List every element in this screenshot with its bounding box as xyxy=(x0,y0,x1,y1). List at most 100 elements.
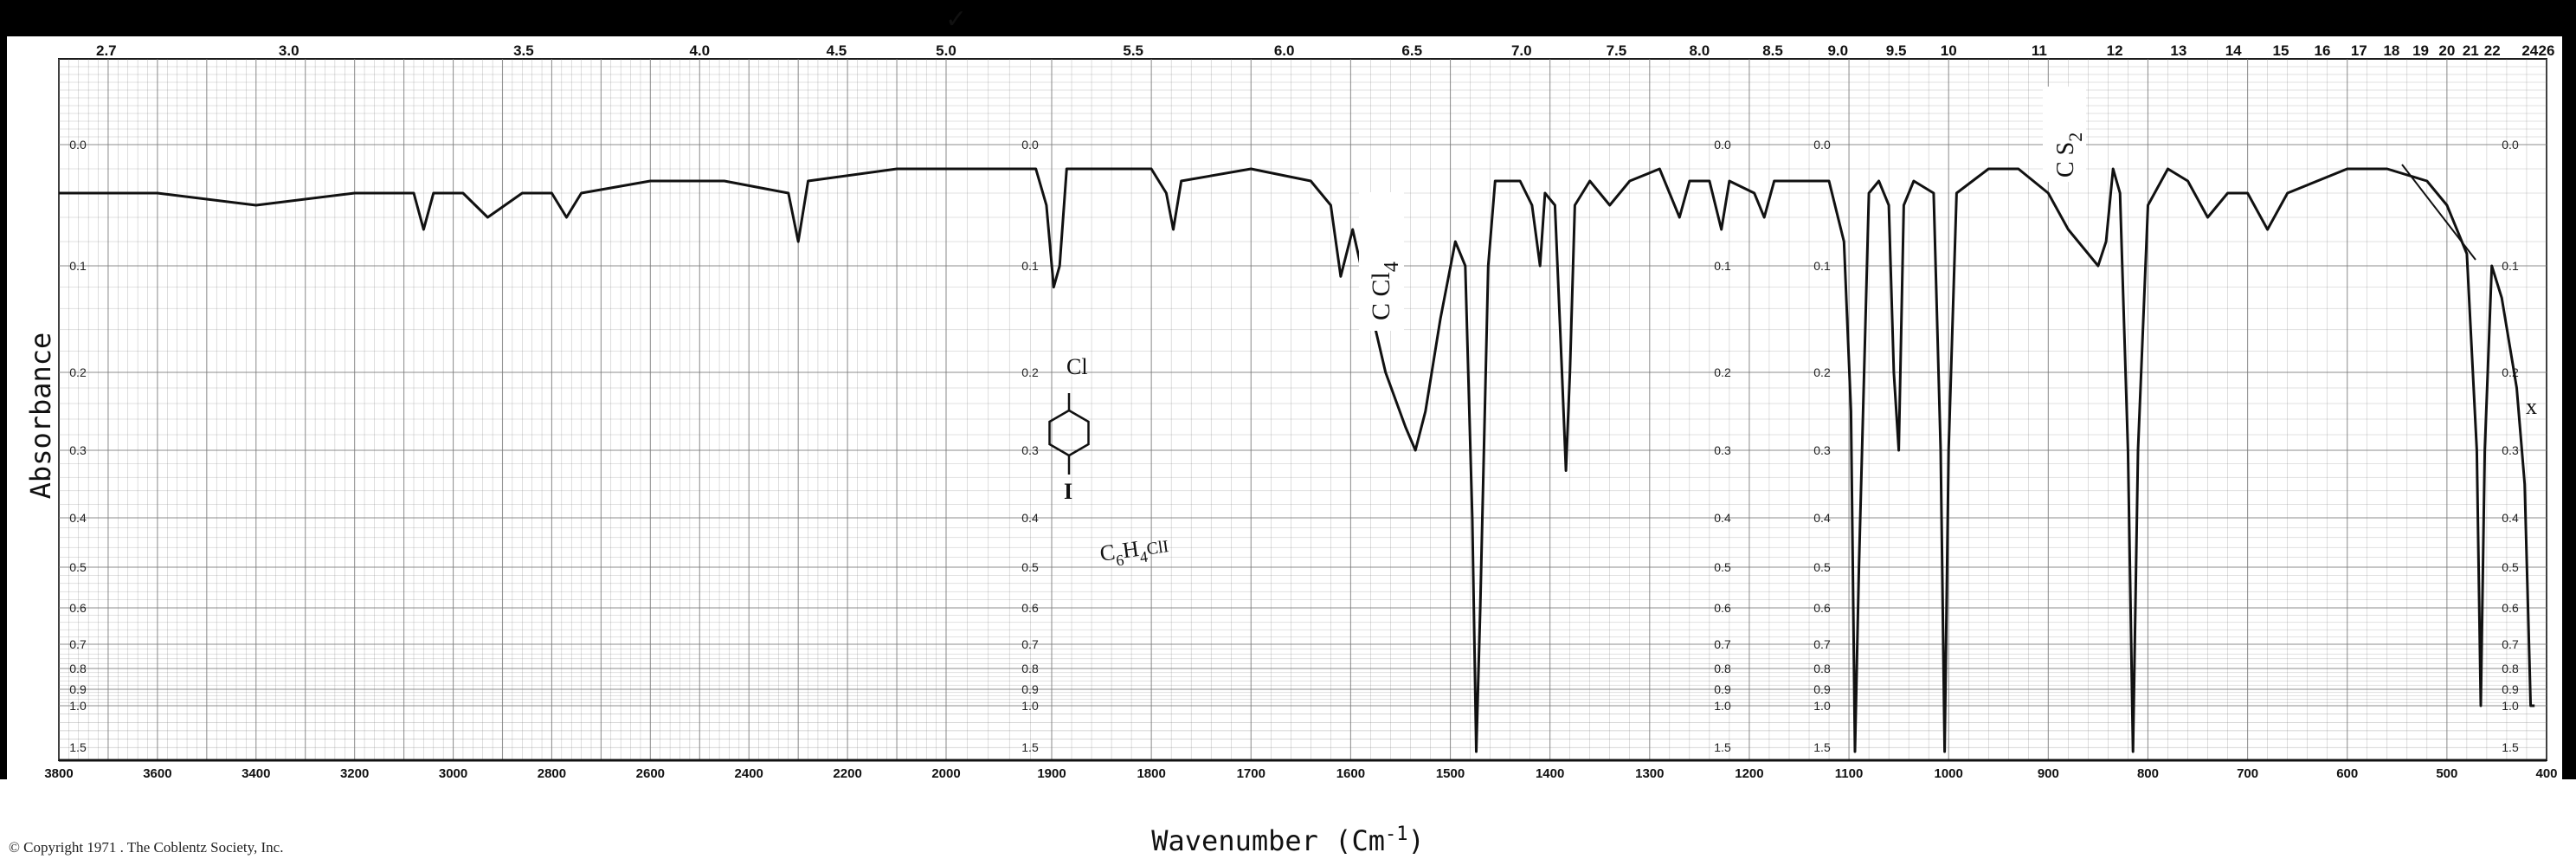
right-frame-band xyxy=(2562,0,2576,779)
x-tick-label-wavelength: 15 xyxy=(2273,42,2289,59)
absorbance-tick-label: 0.0 xyxy=(69,138,87,152)
absorbance-tick-label: 0.3 xyxy=(1813,443,1831,457)
absorbance-tick-label: 0.9 xyxy=(1714,682,1731,696)
absorbance-tick-label: 1.5 xyxy=(1714,740,1731,754)
absorbance-tick-label: 0.0 xyxy=(1813,138,1831,152)
x-tick-label-wavelength: 4.0 xyxy=(689,42,710,59)
absorbance-tick-label: 0.7 xyxy=(2502,637,2519,651)
absorbance-tick-label: 0.8 xyxy=(1021,662,1039,675)
absorbance-tick-label: 1.5 xyxy=(1813,740,1831,754)
cs2-label-part: C S xyxy=(2052,142,2079,178)
absorbance-tick-label: 0.6 xyxy=(1021,601,1039,615)
copyright-notice: © Copyright 1971 . The Coblentz Society,… xyxy=(9,839,283,856)
absorbance-tick-label: 0.1 xyxy=(69,259,87,273)
tick-labels: 3800 3600 3400 3200 3000 2800 2600 2400 2200 2000… xyxy=(44,42,2557,781)
formula-label-part: ClI xyxy=(1145,537,1169,559)
x-tick-label-wavenumber: 2800 xyxy=(538,766,566,781)
x-tick-label-wavelength: 26 xyxy=(2539,42,2555,59)
x-tick-label-wavenumber: 1000 xyxy=(1935,766,1963,781)
x-tick-label-wavelength: 21 xyxy=(2463,42,2479,59)
tangent-line xyxy=(2401,164,2476,261)
absorbance-tick-label: 0.7 xyxy=(1021,637,1039,651)
absorbance-tick-label: 0.1 xyxy=(1813,259,1831,273)
absorbance-tick-label: 1.5 xyxy=(1021,740,1039,754)
x-tick-label-wavenumber: 1900 xyxy=(1037,766,1066,781)
x-tick-label-wavelength: 12 xyxy=(2107,42,2123,59)
x-tick-label-wavelength: 2.7 xyxy=(96,42,117,59)
absorbance-tick-label: 0.2 xyxy=(1714,365,1731,379)
top-frame-band xyxy=(0,0,2576,36)
iodo-label: I xyxy=(1064,479,1072,504)
x-tick-label-wavelength: 7.5 xyxy=(1607,42,1627,59)
x-tick-label-wavelength: 5.5 xyxy=(1123,42,1143,59)
x-tick-label-wavelength: 5.0 xyxy=(936,42,956,59)
x-tick-label-wavelength: 11 xyxy=(2032,42,2047,59)
x-tick-label-wavelength: 14 xyxy=(2225,42,2242,59)
absorbance-tick-label: 0.6 xyxy=(1813,601,1831,615)
absorbance-tick-label: 0.5 xyxy=(69,560,87,574)
absorbance-tick-label: 1.0 xyxy=(69,699,87,713)
x-tick-label-wavenumber: 1700 xyxy=(1237,766,1265,781)
x-tick-label-wavenumber: 1300 xyxy=(1635,766,1664,781)
x-tick-label-wavelength: 8.5 xyxy=(1762,42,1783,59)
absorbance-tick-label: 0.7 xyxy=(69,637,87,651)
plot-frame xyxy=(58,58,2547,761)
x-tick-label-wavelength: 6.0 xyxy=(1274,42,1295,59)
x-tick-label-wavelength: 9.0 xyxy=(1827,42,1848,59)
x-tick-label-wavenumber: 2000 xyxy=(931,766,960,781)
plot-grid xyxy=(58,58,2547,762)
x-axis-title: Wavenumber (Cm-1) xyxy=(1151,823,1424,857)
absorbance-tick-label: 0.0 xyxy=(1021,138,1039,152)
x-mark: x xyxy=(2526,394,2537,419)
x-tick-label-wavelength: 10 xyxy=(1941,42,1957,59)
x-tick-label-wavenumber: 2600 xyxy=(636,766,665,781)
absorbance-tick-label: 0.1 xyxy=(1714,259,1731,273)
x-tick-label-wavelength: 24 xyxy=(2521,42,2538,59)
x-tick-label-wavelength: 6.5 xyxy=(1401,42,1422,59)
absorbance-tick-label: 0.4 xyxy=(1714,511,1731,525)
absorbance-tick-label: 0.8 xyxy=(69,662,87,675)
ccl4-label-box xyxy=(1359,192,1404,331)
absorbance-tick-label: 0.9 xyxy=(1021,682,1039,696)
absorbance-tick-label: 0.7 xyxy=(1813,637,1831,651)
x-tick-label-wavelength: 9.5 xyxy=(1886,42,1907,59)
absorbance-tick-label: 0.3 xyxy=(1714,443,1731,457)
absorbance-tick-label: 0.8 xyxy=(2502,662,2519,675)
x-tick-label-wavenumber: 2200 xyxy=(833,766,861,781)
absorbance-tick-label: 0.0 xyxy=(2502,138,2519,152)
x-tick-label-wavenumber: 3200 xyxy=(340,766,369,781)
absorbance-tick-label: 0.7 xyxy=(1714,637,1731,651)
x-tick-label-wavenumber: 500 xyxy=(2436,766,2457,781)
absorbance-tick-label: 1.0 xyxy=(1714,699,1731,713)
formula-label-part: 6 xyxy=(1115,551,1125,569)
x-tick-label-wavelength: 7.0 xyxy=(1511,42,1532,59)
absorbance-tick-label: 1.0 xyxy=(2502,699,2519,713)
ccl4-label-part: 4 xyxy=(1381,262,1403,272)
cs2-label: C S2 xyxy=(2052,132,2086,178)
absorbance-tick-label: 0.4 xyxy=(2502,511,2519,525)
absorbance-tick-label: 0.6 xyxy=(1714,601,1731,615)
x-axis-title-main: Wavenumber (Cm xyxy=(1151,824,1385,857)
x-tick-label-wavenumber: 900 xyxy=(2038,766,2059,781)
chloro-label: Cl xyxy=(1066,354,1088,379)
absorbance-tick-label: 1.0 xyxy=(1021,699,1039,713)
absorbance-tick-label: 0.2 xyxy=(1813,365,1831,379)
x-tick-label-wavenumber: 800 xyxy=(2137,766,2159,781)
ccl4-label-part: C Cl xyxy=(1367,272,1395,320)
x-tick-label-wavelength: 19 xyxy=(2412,42,2429,59)
x-tick-label-wavenumber: 3000 xyxy=(439,766,467,781)
absorbance-tick-label: 0.3 xyxy=(2502,443,2519,457)
absorbance-tick-label: 0.4 xyxy=(69,511,87,525)
x-tick-label-wavelength: 3.0 xyxy=(279,42,299,59)
x-tick-label-wavenumber: 3400 xyxy=(242,766,270,781)
spectrum-line xyxy=(59,167,2535,753)
x-tick-label-wavelength: 3.5 xyxy=(513,42,534,59)
absorbance-tick-label: 0.8 xyxy=(1813,662,1831,675)
spectrum-series xyxy=(59,167,2535,753)
x-tick-label-wavenumber: 1200 xyxy=(1735,766,1763,781)
formula-label-part: 4 xyxy=(1139,548,1150,566)
x-tick-label-wavelength: 13 xyxy=(2170,42,2186,59)
absorbance-tick-label: 0.9 xyxy=(69,682,87,696)
